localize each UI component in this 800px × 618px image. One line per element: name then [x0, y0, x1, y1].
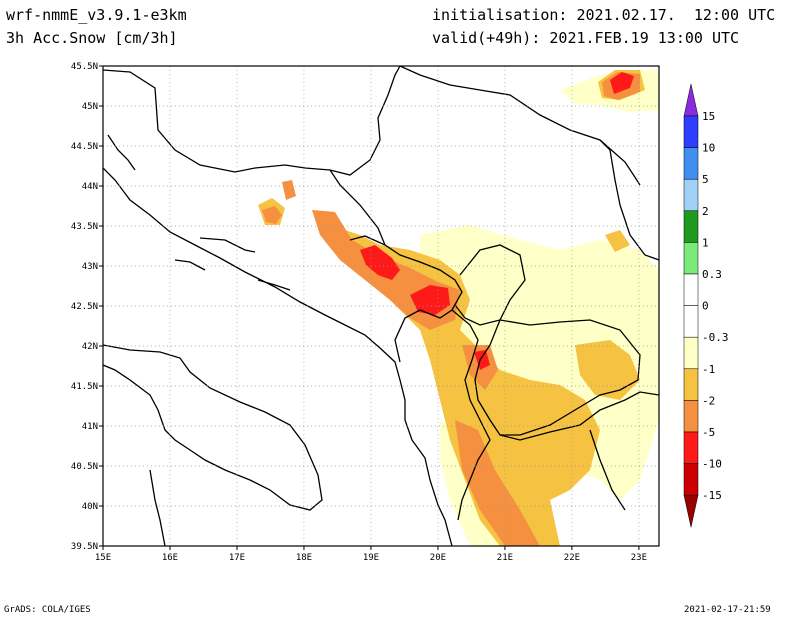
legend-swatch-11 [683, 463, 699, 496]
croatia-islands-2 [174, 259, 206, 271]
snow-zone-5-b [410, 285, 450, 315]
latitude-tick-labels: 45.5N 45N 44.5N 44N 43.5N 43N 42.5N 42N 41.5N 41N… [71, 62, 103, 552]
legend-arrow-top [683, 83, 699, 117]
legend-label-4: 1 [702, 236, 709, 249]
croatia-coast-north [107, 134, 136, 171]
model-title: wrf-nmmE_v3.9.1-e3km [6, 6, 187, 24]
lon-label-18E: 18E [296, 553, 312, 563]
croatia-border [103, 66, 401, 176]
credit-label: GrADS: COLA/IGES [4, 605, 91, 615]
lat-label-45.5N: 45.5N [71, 62, 98, 72]
lat-label-42N: 42N [82, 342, 98, 352]
snow-zone-2-west [262, 206, 282, 224]
legend-swatch-1 [683, 147, 699, 180]
legend-swatch-2 [683, 178, 699, 212]
north-macedonia-border [474, 319, 641, 436]
legend-swatch-10 [683, 431, 699, 464]
italy-coast [103, 344, 323, 511]
snow-zone-5-c [474, 350, 490, 370]
longitude-tick-labels: 15E 16E 17E 18E 19E 20E 21E 22E 23E [95, 546, 647, 563]
legend-label-10: -5 [702, 426, 715, 439]
legend-swatch-8 [683, 368, 699, 401]
lon-label-21E: 21E [497, 553, 513, 563]
creation-timestamp: 2021-02-17-21:59 [684, 605, 771, 615]
lat-label-43N: 43N [82, 262, 98, 272]
lon-label-22E: 22E [564, 553, 580, 563]
lat-label-42.5N: 42.5N [71, 302, 98, 312]
lat-label-40N: 40N [82, 502, 98, 512]
legend-label-11: -10 [702, 458, 722, 471]
legend-swatch-6 [683, 305, 699, 338]
init-time: initialisation: 2021.02.17. 12:00 UTC [432, 6, 776, 24]
kosovo-border [454, 244, 526, 326]
snow-zone-1-ne [605, 230, 630, 252]
legend-swatch-5 [683, 273, 699, 306]
greece-border [499, 391, 659, 441]
serbia-border [399, 66, 641, 186]
croatia-islands-1 [199, 237, 256, 253]
macedonia-greece-1 [589, 429, 626, 511]
legend-label-6: 0 [702, 300, 709, 313]
lon-label-23E: 23E [631, 553, 647, 563]
legend-label-8: -1 [702, 363, 715, 376]
legend-swatch-4 [683, 242, 699, 275]
legend-label-0: 15 [702, 110, 715, 123]
legend-swatch-9 [683, 400, 699, 433]
legend-arrow-bottom [683, 494, 699, 528]
lat-label-44N: 44N [82, 182, 98, 192]
snow-zone-5-a [360, 245, 400, 280]
snow-zone-2-south [455, 420, 540, 546]
italy-heel [149, 469, 166, 546]
croatia-islands-3 [257, 279, 291, 291]
lon-label-19E: 19E [363, 553, 379, 563]
coastlines-borders [103, 66, 659, 546]
legend-swatch-0 [683, 115, 699, 148]
legend-label-1: 10 [702, 142, 715, 155]
lat-label-41N: 41N [82, 422, 98, 432]
valid-time: valid(+49h): 2021.FEB.19 13:00 UTC [432, 29, 740, 47]
snow-zone-1-east [575, 340, 640, 400]
lon-label-20E: 20E [430, 553, 446, 563]
adriatic-east-coast [103, 167, 453, 546]
legend-label-2: 5 [702, 173, 709, 186]
legend-label-3: 2 [702, 205, 709, 218]
bosnia-border [329, 169, 386, 246]
lat-label-41.5N: 41.5N [71, 382, 98, 392]
lat-label-40.5N: 40.5N [71, 462, 98, 472]
legend-swatch-3 [683, 210, 699, 243]
legend-swatch-7 [683, 336, 699, 370]
snow-field [258, 70, 659, 546]
lon-label-16E: 16E [162, 553, 178, 563]
lon-label-17E: 17E [229, 553, 245, 563]
legend-label-9: -2 [702, 394, 715, 407]
gridlines [103, 66, 659, 546]
snow-zone-5-d [610, 72, 634, 94]
montenegro-border [349, 235, 463, 363]
bulgaria-border [599, 139, 659, 261]
legend-label-7: -0.3 [702, 331, 729, 344]
colorbar-legend: 15 10 5 2 1 0.3 0 -0.3 -1 -2 -5 -10 -15 [683, 83, 729, 528]
lat-label-39.5N: 39.5N [71, 542, 98, 552]
field-title: 3h Acc.Snow [cm/3h] [6, 29, 178, 47]
snow-zone-2-far [282, 180, 296, 200]
lon-label-15E: 15E [95, 553, 111, 563]
legend-label-5: 0.3 [702, 268, 722, 281]
legend-label-12: -15 [702, 489, 722, 502]
lat-label-44.5N: 44.5N [71, 142, 98, 152]
lat-label-45N: 45N [82, 102, 98, 112]
albania-border [451, 309, 491, 521]
lat-label-43.5N: 43.5N [71, 222, 98, 232]
